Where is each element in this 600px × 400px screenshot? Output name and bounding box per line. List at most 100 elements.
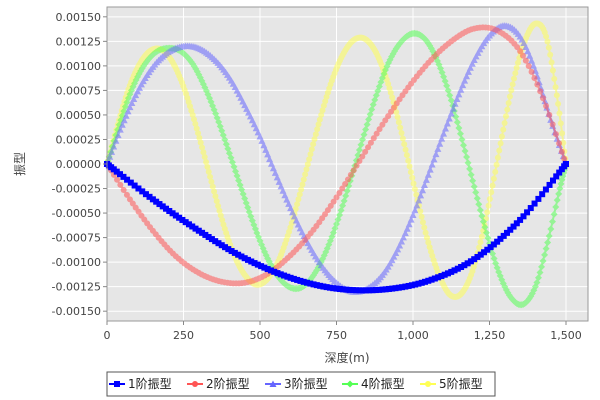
data-point bbox=[432, 150, 440, 158]
data-point bbox=[543, 33, 550, 40]
data-point bbox=[300, 176, 307, 183]
data-point bbox=[196, 134, 203, 141]
data-point bbox=[295, 196, 302, 203]
data-point bbox=[266, 155, 274, 163]
data-point bbox=[176, 214, 183, 221]
data-point bbox=[540, 95, 547, 102]
data-point bbox=[197, 139, 204, 146]
data-point bbox=[310, 281, 317, 288]
data-point bbox=[459, 81, 467, 89]
data-point bbox=[359, 153, 366, 160]
data-point bbox=[394, 245, 402, 253]
data-point bbox=[118, 121, 126, 128]
y-tick-label: 0.00025 bbox=[56, 133, 102, 146]
data-point bbox=[136, 84, 144, 91]
data-point bbox=[467, 171, 475, 179]
data-point bbox=[408, 282, 415, 289]
data-point bbox=[413, 201, 421, 209]
data-point bbox=[531, 75, 538, 82]
data-point bbox=[487, 244, 494, 251]
y-tick-label: 0.00100 bbox=[56, 60, 102, 73]
data-point bbox=[281, 272, 288, 279]
data-point bbox=[204, 163, 211, 170]
data-point bbox=[502, 113, 509, 120]
data-point bbox=[553, 196, 561, 204]
legend: 1阶振型 2阶振型 3阶振型 4阶振型 5阶振型 bbox=[106, 371, 496, 397]
data-point bbox=[317, 282, 324, 289]
data-point bbox=[386, 259, 394, 267]
data-point bbox=[212, 238, 219, 245]
data-point bbox=[134, 87, 142, 95]
data-point bbox=[215, 202, 222, 209]
data-point bbox=[362, 148, 369, 155]
x-tick-label: 500 bbox=[250, 329, 271, 342]
y-tick-label: -0.00150 bbox=[52, 305, 101, 318]
data-point bbox=[376, 126, 383, 133]
data-point bbox=[238, 253, 245, 260]
data-point bbox=[461, 262, 468, 269]
data-point bbox=[288, 220, 295, 227]
data-point bbox=[399, 233, 407, 241]
data-point bbox=[356, 287, 363, 294]
data-point bbox=[200, 149, 207, 156]
legend-marker bbox=[114, 381, 120, 387]
data-point bbox=[156, 201, 163, 208]
data-point bbox=[556, 140, 563, 147]
data-point bbox=[153, 198, 160, 205]
data-point bbox=[347, 171, 354, 178]
data-point bbox=[490, 241, 497, 248]
data-point bbox=[342, 181, 349, 188]
data-point bbox=[475, 200, 483, 208]
data-point bbox=[526, 52, 534, 59]
data-point bbox=[415, 280, 422, 287]
data-point bbox=[417, 191, 425, 199]
data-point bbox=[547, 51, 554, 58]
data-point bbox=[474, 253, 481, 260]
data-point bbox=[142, 191, 149, 198]
data-point bbox=[455, 90, 463, 98]
data-point bbox=[519, 52, 526, 59]
data-point bbox=[485, 202, 492, 209]
y-tick-label: 0.00050 bbox=[56, 109, 102, 122]
data-point bbox=[182, 219, 189, 226]
data-point bbox=[436, 140, 444, 147]
data-point bbox=[555, 100, 562, 107]
data-point bbox=[537, 88, 544, 95]
data-point bbox=[458, 264, 465, 271]
data-point bbox=[548, 218, 556, 226]
data-point bbox=[218, 242, 225, 249]
series-layer bbox=[103, 20, 570, 309]
data-point bbox=[225, 246, 232, 253]
data-point bbox=[551, 75, 558, 82]
data-point bbox=[379, 286, 386, 293]
data-point bbox=[395, 284, 402, 291]
data-point bbox=[424, 171, 432, 178]
data-point bbox=[443, 120, 451, 127]
data-point bbox=[528, 68, 535, 75]
data-point bbox=[449, 105, 457, 112]
data-point bbox=[261, 264, 268, 271]
data-point bbox=[169, 210, 176, 217]
data-point bbox=[349, 287, 356, 294]
data-point bbox=[456, 130, 464, 138]
data-point bbox=[455, 124, 463, 132]
data-point bbox=[549, 121, 556, 128]
y-tick-label: -0.00025 bbox=[52, 183, 101, 196]
data-point bbox=[362, 126, 370, 134]
data-point bbox=[264, 150, 272, 158]
data-point bbox=[303, 279, 310, 286]
series-1 bbox=[104, 161, 569, 294]
data-point bbox=[271, 268, 278, 275]
data-point bbox=[310, 141, 317, 148]
data-point bbox=[117, 171, 124, 178]
data-point bbox=[488, 189, 495, 196]
data-point bbox=[501, 119, 508, 126]
data-point bbox=[353, 287, 360, 294]
data-point bbox=[489, 250, 497, 258]
data-point bbox=[544, 239, 552, 246]
data-point bbox=[423, 234, 430, 241]
data-point bbox=[369, 287, 376, 294]
data-point bbox=[308, 146, 315, 153]
data-point bbox=[513, 64, 520, 71]
